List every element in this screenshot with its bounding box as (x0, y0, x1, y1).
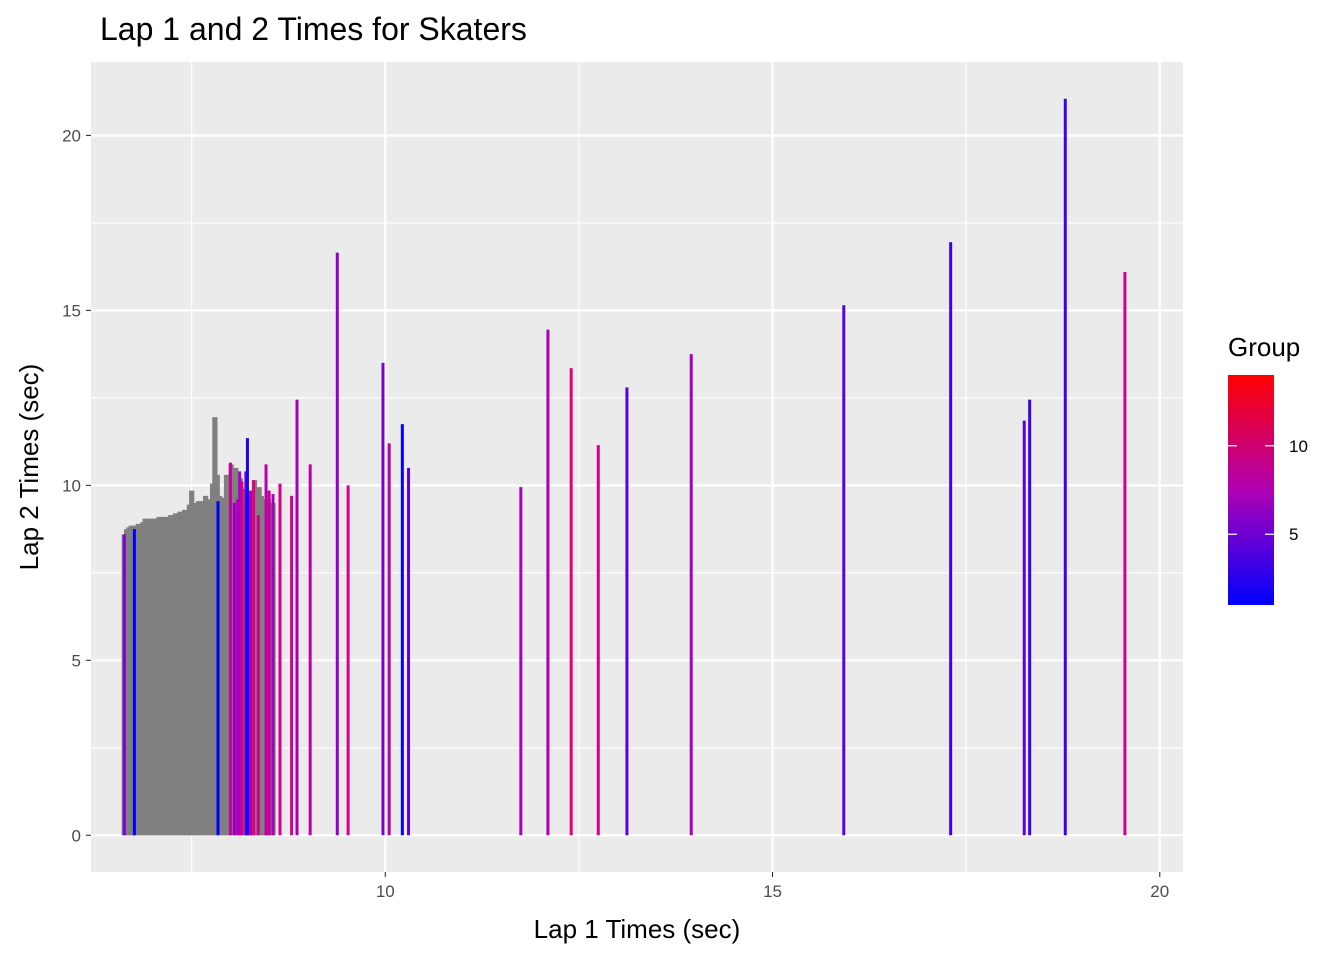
y-tick-label: 5 (72, 651, 81, 670)
bar-group (400, 424, 404, 836)
bar-group (235, 499, 239, 836)
bar-group (519, 487, 523, 836)
bar-group (625, 387, 629, 836)
bar-group (267, 490, 271, 836)
bar-group (271, 494, 275, 836)
legend-tick-label: 10 (1289, 437, 1308, 456)
bar-group (596, 445, 600, 836)
chart-title: Lap 1 and 2 Times for Skaters (100, 11, 527, 47)
bar-group (1022, 420, 1026, 836)
legend-tick-label: 5 (1289, 525, 1298, 544)
x-tick-label: 20 (1150, 882, 1169, 901)
bar-group (295, 399, 299, 836)
bar-group (1028, 399, 1032, 836)
bar-group (335, 252, 339, 836)
y-tick-label: 20 (62, 126, 81, 145)
y-axis-title: Lap 2 Times (sec) (14, 364, 44, 571)
bar-group (122, 534, 126, 836)
bar-group (381, 362, 385, 836)
bar-group (546, 329, 550, 836)
bar-group (240, 481, 244, 836)
legend-colorbar (1228, 375, 1274, 605)
bar-group (228, 462, 232, 836)
bar-group (132, 529, 136, 836)
legend: Group 5 10 (1228, 332, 1308, 605)
bar-group (1063, 98, 1067, 836)
bar-group (278, 483, 282, 836)
bar-group (244, 471, 248, 836)
y-tick-label: 15 (62, 301, 81, 320)
legend-title: Group (1228, 332, 1300, 362)
bar-group (216, 501, 220, 836)
x-axis: 10 15 20 (376, 872, 1169, 901)
x-tick-label: 15 (763, 882, 782, 901)
x-axis-title: Lap 1 Times (sec) (534, 914, 741, 944)
bar-group (245, 438, 249, 836)
bar-group (249, 490, 253, 836)
bar-group (387, 443, 391, 836)
bar-group (232, 502, 236, 836)
bar-group (407, 467, 411, 836)
bar-group (689, 354, 693, 836)
y-tick-label: 10 (62, 476, 81, 495)
y-tick-label: 0 (72, 826, 81, 845)
bar-group (308, 464, 312, 836)
bar-group (842, 305, 846, 836)
bar-group (346, 485, 350, 836)
bar-group (1123, 271, 1127, 836)
bar-group (256, 515, 260, 836)
x-tick-label: 10 (376, 882, 395, 901)
bars-colored (122, 98, 1127, 836)
bar-group (238, 471, 242, 836)
y-axis: 0 5 10 15 20 (62, 126, 91, 845)
bar-group (290, 495, 294, 836)
bar-group (252, 480, 256, 836)
legend-ticks: 5 10 (1228, 437, 1308, 544)
bar-group (569, 368, 573, 836)
bar-group (949, 242, 953, 836)
bar-group (264, 464, 268, 836)
